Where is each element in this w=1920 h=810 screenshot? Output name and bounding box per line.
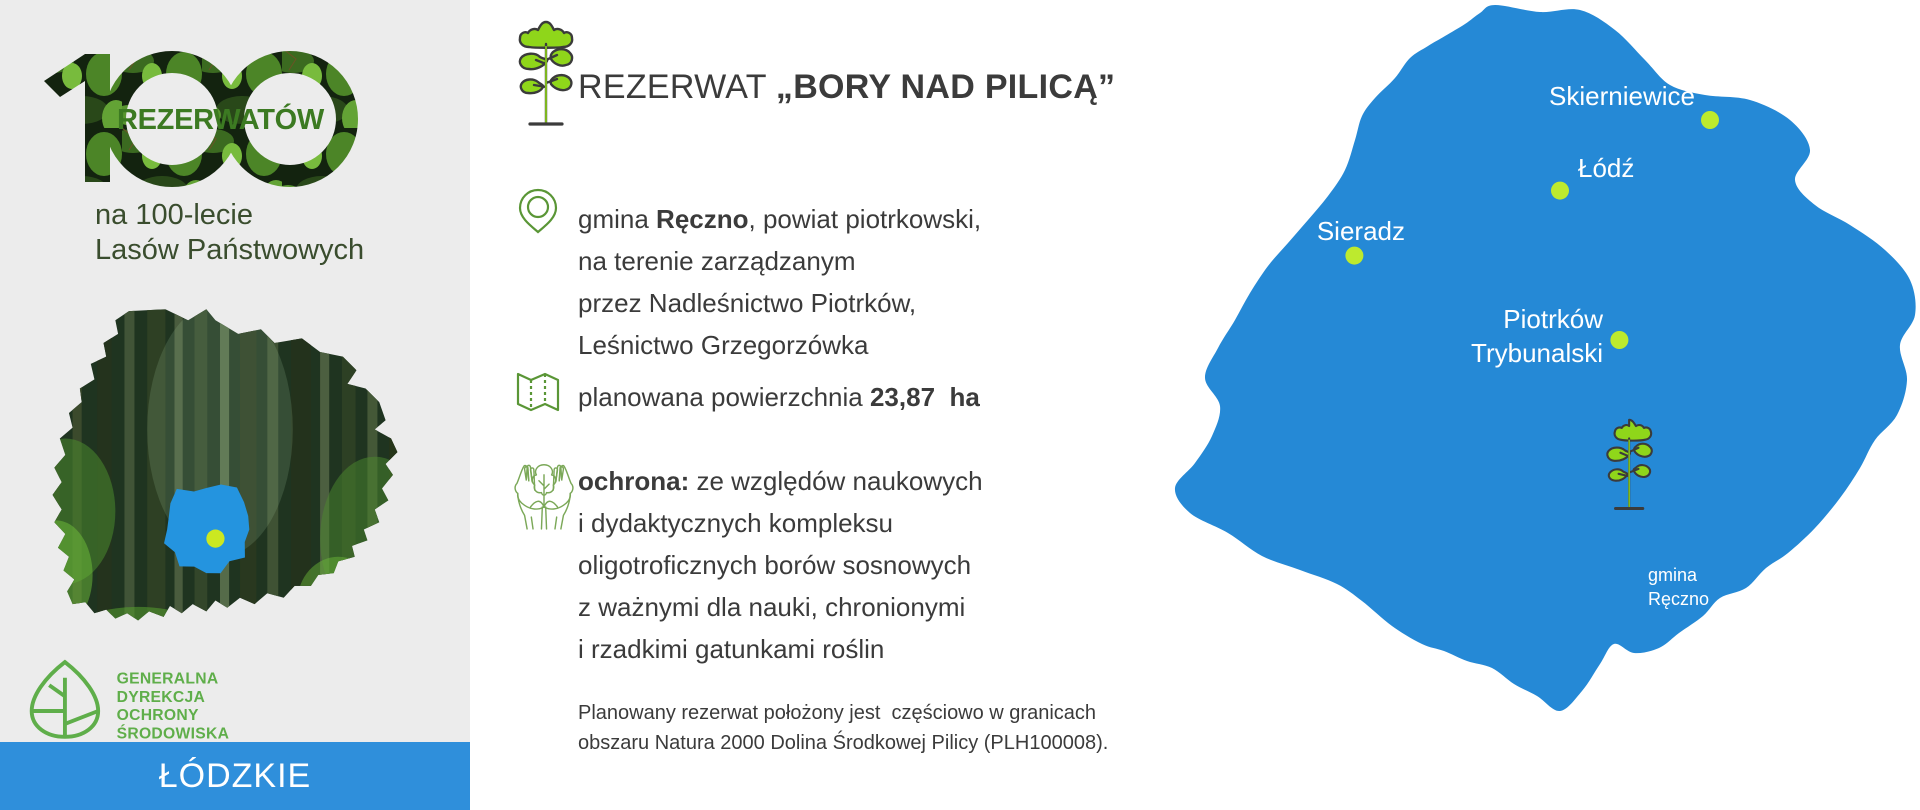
svg-text:Ręczno: Ręczno [1648,589,1709,609]
svg-text:Łódź: Łódź [1578,153,1634,183]
svg-text:Trybunalski: Trybunalski [1471,338,1603,368]
svg-text:Piotrków: Piotrków [1503,304,1603,334]
svg-text:gmina: gmina [1648,565,1698,585]
svg-text:REZERWATÓW: REZERWATÓW [117,102,325,136]
svg-text:Skierniewice: Skierniewice [1549,81,1695,111]
svg-text:Sieradz: Sieradz [1317,216,1405,246]
svg-text:ŚRODOWISKA: ŚRODOWISKA [117,724,230,741]
svg-text:OCHRONY: OCHRONY [117,707,199,724]
svg-text:GENERALNA: GENERALNA [117,670,219,687]
svg-text:DYREKCJA: DYREKCJA [117,689,206,706]
